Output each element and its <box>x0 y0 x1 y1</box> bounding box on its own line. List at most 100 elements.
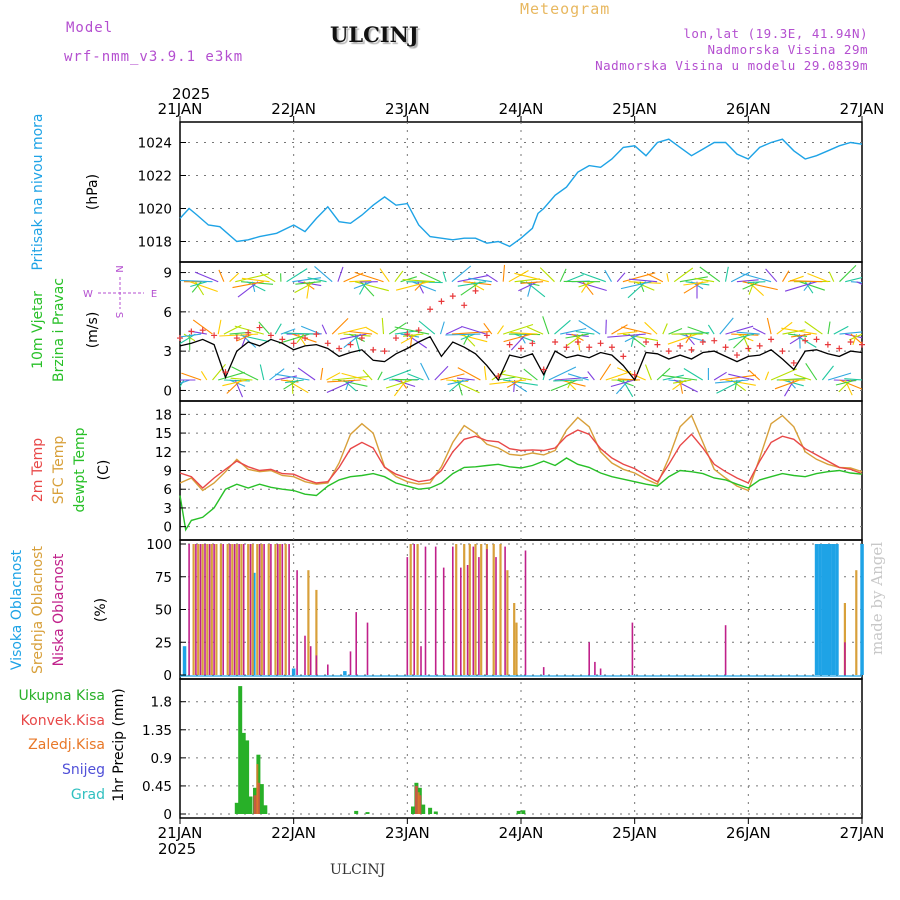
low-cloud-bar <box>631 622 634 675</box>
wind-arrow <box>260 272 276 283</box>
wind-arrow <box>850 281 862 284</box>
wind-arrow <box>607 333 646 338</box>
mid-cloud-bar <box>192 544 195 675</box>
wind-arrow <box>286 268 308 283</box>
wind-arrow <box>567 373 589 381</box>
wind-arrow <box>685 333 695 346</box>
low-cloud-bar <box>270 544 272 675</box>
wind-arrow <box>856 281 862 285</box>
legend-wind-2: Brzina i Pravac <box>51 278 67 382</box>
wind-arrow <box>360 281 375 297</box>
wind-arrow <box>728 373 755 381</box>
wind-arrow <box>503 333 532 343</box>
wind-arrow <box>231 366 259 381</box>
low-cloud-bar <box>213 544 215 675</box>
wind-arrow <box>362 369 373 381</box>
total-precip-bar <box>248 796 253 814</box>
low-cloud-bar <box>452 546 454 675</box>
wind-arrow <box>789 280 823 283</box>
compass-east: E <box>151 289 157 300</box>
wind-arrow <box>320 367 324 381</box>
wind-gust-marker <box>643 338 650 345</box>
wind-gust-marker <box>290 340 297 347</box>
wind-arrow <box>683 281 709 286</box>
wind-arrow <box>794 373 812 381</box>
wind-arrow <box>326 372 341 381</box>
wind-arrow <box>460 281 481 296</box>
wind-gust-marker <box>279 336 286 343</box>
wind-arrow <box>628 278 658 283</box>
wind-arrow <box>728 333 755 341</box>
ytick-label-p4: 25 <box>155 635 172 651</box>
bottom-xtick-label: 25JAN <box>612 824 657 842</box>
wind-arrow <box>799 334 801 349</box>
wind-arrow <box>764 371 770 381</box>
conv-precip-bar <box>414 785 418 814</box>
legend-temp-unit: (C) <box>96 460 112 481</box>
ytick-label-p2: 0 <box>163 383 172 399</box>
wind-gust-marker <box>483 332 490 339</box>
high-cloud-bar <box>831 544 836 675</box>
compass-west: W <box>83 289 93 300</box>
wind-gust-marker <box>449 293 456 300</box>
wind-arrow <box>565 333 589 339</box>
wind-arrow <box>442 271 447 282</box>
wind-gust-marker <box>677 342 684 349</box>
wind-arrow <box>434 365 449 381</box>
mid-cloud-bar <box>235 544 238 675</box>
wind-arrow <box>407 373 424 381</box>
low-cloud-bar <box>315 655 318 675</box>
axis-labels: 21JAN 21JAN 22JAN 22JAN 23JAN 23JAN 24JAN 24JAN… <box>83 85 884 858</box>
wind-arrow <box>468 281 485 291</box>
wind-arrow <box>559 268 567 282</box>
low-cloud-bar <box>204 544 206 675</box>
wind-arrow <box>230 377 253 381</box>
low-cloud-bar <box>296 570 298 675</box>
wind-arrow <box>451 265 472 283</box>
low-cloud-bar <box>424 546 427 675</box>
wind-gust-marker <box>574 338 581 345</box>
wind-arrow <box>604 269 612 282</box>
wind-arrow <box>624 333 641 343</box>
high-cloud-bar <box>291 668 296 675</box>
legend-snow: Snijeg <box>62 762 105 778</box>
wind-arrow <box>275 375 298 381</box>
wind-arrow <box>483 322 493 335</box>
wind-arrow <box>280 328 296 335</box>
wind-arrow <box>326 379 356 394</box>
wind-gust-marker <box>222 369 229 376</box>
high-cloud-bar <box>835 544 839 675</box>
low-cloud-bar <box>355 612 357 675</box>
wind-arrow <box>307 277 327 283</box>
top-year-label: 2025 <box>172 85 210 103</box>
wind-arrow <box>833 325 849 335</box>
wind-arrow <box>353 281 373 290</box>
wind-arrow <box>788 333 808 337</box>
wind-arrow <box>332 375 370 381</box>
wind-arrow <box>503 323 534 335</box>
bottom-station-label: ULCINJ <box>330 862 386 878</box>
wind-arrow <box>748 369 761 381</box>
wind-arrow <box>736 331 760 335</box>
wind-arrow <box>200 371 208 381</box>
wind-arrow <box>662 323 668 335</box>
wind-arrow <box>827 372 852 381</box>
panel-frame-3 <box>179 400 863 541</box>
wind-arrow <box>587 371 595 381</box>
low-cloud-bar <box>195 544 197 675</box>
wind-arrow <box>451 331 491 335</box>
wind-arrow <box>314 265 333 283</box>
wind-arrow <box>394 326 430 335</box>
mid-cloud-bar <box>197 544 200 675</box>
wind-arrow <box>839 331 862 335</box>
wind-gust-marker <box>813 336 820 343</box>
wind-gust-marker <box>245 329 252 336</box>
wind-arrow <box>747 281 766 284</box>
legend-total-precip: Ukupna Kisa <box>18 688 105 704</box>
wind-arrow <box>341 372 367 381</box>
wind-arrow <box>724 266 729 282</box>
wind-arrow <box>627 281 647 299</box>
wind-gust-marker <box>415 327 422 334</box>
wind-gust-marker <box>529 340 536 347</box>
wind-arrow <box>683 281 703 294</box>
